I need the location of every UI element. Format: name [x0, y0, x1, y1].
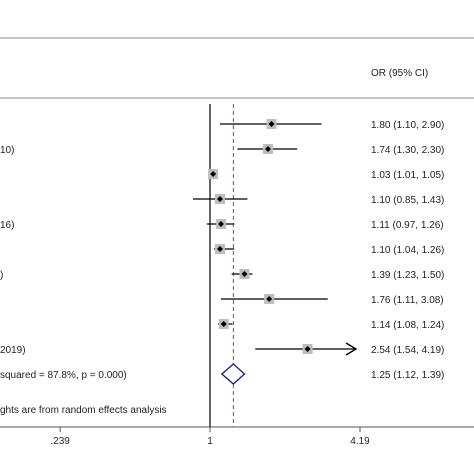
- ci-text: 1.11 (0.97, 1.26): [371, 220, 444, 231]
- study-label: 10): [0, 145, 14, 156]
- overall-row: squared = 87.8%, p = 0.000) 1.25 (1.12, 1…: [0, 363, 444, 385]
- study-row-5: 16) 1.11 (0.97, 1.26): [0, 219, 444, 231]
- point-estimate: [304, 346, 311, 352]
- point-estimate: [216, 196, 223, 202]
- study-row-6: 1.10 (1.04, 1.26): [214, 244, 444, 256]
- point-estimate: [220, 321, 227, 327]
- study-label: 16): [0, 220, 14, 231]
- point-estimate: [216, 246, 223, 252]
- ci-text: 2.54 (1.54, 4.19): [371, 345, 444, 356]
- study-row-7: ) 1.39 (1.23, 1.50): [0, 269, 444, 281]
- study-row-3: 1.03 (1.01, 1.05): [208, 169, 444, 181]
- ci-arrow: [345, 342, 358, 356]
- study-label: ): [0, 270, 3, 281]
- x-tick-label: .239: [50, 436, 70, 447]
- study-row-8: 1.76 (1.11, 3.08): [220, 294, 444, 306]
- x-axis: .239 1 4.19: [50, 427, 370, 447]
- study-label: 2019): [0, 345, 26, 356]
- study-row-10: 2019) 2.54 (1.54, 4.19): [0, 342, 444, 356]
- x-tick-label: 1: [207, 436, 213, 447]
- study-row-9: 1.14 (1.08, 1.24): [218, 319, 444, 331]
- overall-ci-text: 1.25 (1.12, 1.39): [371, 370, 444, 381]
- ci-text: 1.74 (1.30, 2.30): [371, 145, 444, 156]
- ci-text: 1.10 (1.04, 1.26): [371, 245, 444, 256]
- point-estimate: [210, 171, 217, 177]
- study-row-4: 1.10 (0.85, 1.43): [192, 194, 444, 206]
- ci-column-header: OR (95% CI): [371, 68, 428, 79]
- study-row-2: 10) 1.74 (1.30, 2.30): [0, 144, 444, 156]
- overall-label: squared = 87.8%, p = 0.000): [0, 370, 127, 381]
- ci-text: 1.03 (1.01, 1.05): [371, 170, 444, 181]
- ci-text: 1.14 (1.08, 1.24): [371, 320, 444, 331]
- point-estimate: [266, 296, 273, 302]
- ci-text: 1.10 (0.85, 1.43): [371, 195, 444, 206]
- ci-text: 1.76 (1.11, 3.08): [371, 295, 444, 306]
- x-tick-label: 4.19: [350, 436, 370, 447]
- study-row-1: 1.80 (1.10, 2.90): [219, 119, 444, 131]
- point-estimate: [241, 271, 248, 277]
- ci-text: 1.39 (1.23, 1.50): [371, 270, 444, 281]
- point-estimate: [264, 146, 271, 152]
- plot-frame: [0, 37, 474, 428]
- ci-text: 1.80 (1.10, 2.90): [371, 120, 444, 131]
- point-estimate: [217, 221, 224, 227]
- rows-layer: 1.80 (1.10, 2.90) 10) 1.74 (1.30, 2.30) 1.0…: [0, 104, 444, 427]
- footnote: ghts are from random effects analysis: [0, 405, 167, 416]
- point-estimate: [268, 121, 275, 127]
- overall-diamond: [220, 363, 246, 385]
